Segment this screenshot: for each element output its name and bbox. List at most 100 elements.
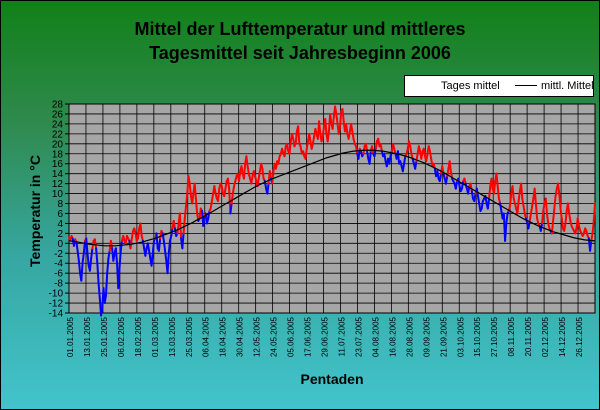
daily-segment (592, 202, 596, 222)
x-tick-label: 29.06.2005 (321, 316, 330, 357)
daily-segment (311, 135, 316, 145)
daily-segment (438, 172, 443, 183)
y-tick-label: 2 (57, 229, 63, 240)
daily-segment (283, 145, 287, 158)
daily-segment (528, 212, 532, 222)
daily-segment (425, 152, 429, 163)
daily-segment (541, 209, 545, 225)
daily-segment (495, 172, 499, 188)
chart-title-line-2: Tagesmittel seit Jahresbeginn 2006 (149, 43, 451, 63)
daily-segment (490, 177, 494, 190)
daily-segment (552, 207, 556, 222)
y-tick-label: 0 (57, 239, 63, 250)
daily-segment (529, 205, 534, 215)
daily-segment (576, 217, 580, 227)
daily-segment (76, 249, 80, 262)
daily-segment (129, 237, 133, 250)
daily-segment (531, 197, 535, 208)
daily-segment (266, 182, 270, 195)
daily-segment (139, 222, 143, 237)
daily-segment (396, 150, 401, 165)
daily-segment (368, 150, 372, 165)
x-tick-label: 28.08.2005 (405, 316, 414, 357)
daily-segment (486, 197, 491, 210)
daily-segment (231, 185, 236, 195)
daily-segment (355, 145, 359, 155)
y-axis-label: Temperatur in °C (27, 155, 43, 267)
daily-segment (194, 197, 199, 215)
x-tick-label: 16.08.2005 (388, 316, 397, 357)
daily-segment (193, 182, 197, 200)
daily-segment (564, 209, 568, 225)
daily-segment (533, 187, 537, 205)
daily-segment (341, 107, 345, 123)
daily-segment (522, 205, 526, 215)
daily-segment (339, 110, 343, 128)
daily-segment (256, 177, 260, 188)
daily-segment (337, 125, 342, 135)
daily-segment (505, 212, 509, 225)
daily-segment (107, 249, 111, 260)
daily-segment (157, 237, 162, 252)
daily-segment (246, 165, 250, 175)
x-tick-label: 01.01.2005 (66, 316, 75, 357)
daily-segment (112, 252, 116, 262)
daily-segment (520, 182, 524, 200)
daily-segment (345, 122, 349, 135)
daily-segment (146, 242, 151, 252)
x-tick-label: 25.03.2005 (185, 316, 194, 357)
daily-segment (250, 175, 254, 185)
x-axis-label: Pentaden (300, 371, 364, 387)
daily-series (68, 105, 596, 317)
daily-segment (476, 195, 481, 205)
daily-segment (521, 197, 525, 208)
daily-segment (544, 197, 548, 215)
chart-title: Mittel der Lufttemperatur und mittleres … (1, 17, 599, 65)
chart-title-line-1: Mittel der Lufttemperatur und mittleres (134, 19, 466, 39)
daily-segment (288, 140, 292, 155)
y-tick-label: 24 (52, 119, 64, 130)
daily-segment (480, 200, 484, 210)
daily-segment (473, 192, 477, 203)
daily-segment (334, 105, 338, 115)
daily-segment (559, 207, 563, 220)
daily-segment (136, 227, 141, 240)
daily-segment (383, 152, 387, 163)
daily-segment (118, 249, 122, 270)
daily-segment (591, 219, 595, 235)
daily-segment (589, 239, 593, 252)
daily-segment (261, 167, 265, 180)
x-tick-label: 27.10.2005 (490, 316, 499, 357)
x-axis-ticks: 01.01.2005 13.01.2005 25.01.2005 06.02.2005… (66, 316, 584, 357)
daily-segment (150, 252, 154, 267)
legend-daily-label: Tages mittel (441, 80, 500, 92)
daily-segment (229, 202, 233, 215)
daily-segment (106, 257, 110, 275)
y-tick-label: 6 (57, 209, 63, 220)
x-tick-label: 05.06.2005 (287, 316, 296, 357)
x-tick-label: 18.04.2005 (219, 316, 228, 357)
daily-segment (226, 177, 231, 190)
x-tick-label: 06.02.2005 (117, 316, 126, 357)
daily-segment (454, 180, 459, 190)
daily-segment (148, 249, 152, 260)
x-tick-label: 12.05.2005 (253, 316, 262, 357)
daily-segment (172, 219, 176, 230)
daily-segment (469, 182, 473, 193)
daily-segment (117, 267, 121, 290)
daily-segment (470, 190, 475, 200)
daily-segment (268, 170, 273, 180)
daily-segment (242, 162, 247, 180)
daily-segment (207, 209, 211, 220)
daily-segment (109, 239, 114, 250)
daily-segment (187, 175, 191, 185)
y-tick-label: 8 (57, 199, 63, 210)
daily-segment (210, 192, 215, 203)
daily-segment (414, 160, 418, 170)
daily-segment (401, 162, 406, 173)
daily-segment (183, 205, 188, 220)
y-tick-label: 26 (52, 109, 64, 120)
daily-segment (103, 294, 107, 305)
x-tick-label: 20.11.2005 (524, 316, 533, 356)
daily-segment (374, 140, 378, 150)
